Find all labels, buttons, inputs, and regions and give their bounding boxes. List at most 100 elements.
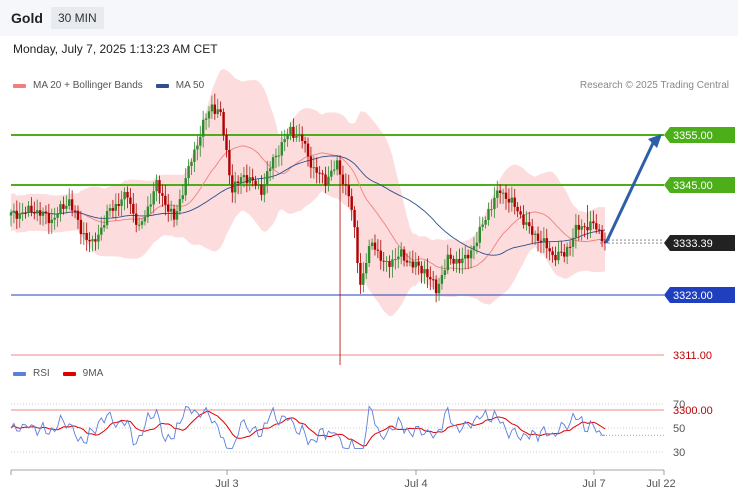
candle-body	[411, 261, 414, 268]
candle-body	[21, 212, 24, 214]
candle-body	[56, 213, 59, 218]
candle-body	[580, 226, 583, 230]
candle-body	[461, 258, 464, 264]
candle-body	[449, 254, 452, 259]
candle-body	[143, 217, 147, 222]
candle-body	[487, 209, 490, 220]
candle-body	[321, 173, 324, 175]
candle-body	[344, 184, 348, 186]
candle-body	[335, 160, 339, 170]
candle-body	[271, 157, 275, 169]
candle-body	[263, 184, 266, 195]
candle-body	[280, 142, 283, 156]
legend-swatch-ma20	[13, 83, 26, 88]
level-label-target: 3311.00	[673, 350, 712, 362]
candle-body	[388, 261, 391, 267]
candle-body	[539, 240, 543, 243]
candle-body	[531, 226, 534, 235]
instrument-title: Gold	[11, 10, 43, 26]
candle-body	[167, 204, 170, 212]
candle-body	[303, 141, 307, 144]
last-price-tag	[664, 235, 735, 252]
candle-body	[91, 239, 94, 242]
candle-body	[73, 210, 77, 212]
candle-body	[132, 203, 135, 214]
candle-body	[260, 184, 263, 195]
candle-body	[234, 181, 237, 193]
candle-body	[137, 224, 141, 226]
candle-body	[402, 249, 406, 261]
x-tick-label: Jul 3	[215, 478, 238, 490]
rsi-tick-label: 70	[673, 399, 685, 411]
candle-body	[341, 174, 345, 185]
candle-body	[571, 237, 575, 247]
candle-body	[190, 161, 193, 166]
candle-body	[554, 255, 557, 261]
candle-body	[108, 208, 112, 211]
candle-body	[204, 118, 208, 120]
candle-body	[356, 227, 359, 263]
rsi-tick-label: 50	[673, 423, 685, 435]
chart-header: Gold 30 MIN	[0, 0, 738, 36]
candle-body	[568, 246, 572, 248]
candle-body	[193, 149, 196, 162]
candle-body	[292, 126, 295, 138]
candle-body	[231, 175, 234, 193]
candle-body	[563, 252, 566, 257]
candle-body	[199, 136, 202, 146]
candle-body	[420, 265, 423, 274]
legend-swatch-9ma	[62, 371, 76, 376]
timeframe-badge[interactable]: 30 MIN	[51, 7, 104, 29]
candle-body	[30, 205, 33, 213]
key-levels	[11, 134, 664, 411]
candle-body	[161, 193, 164, 196]
candlesticks	[9, 93, 607, 365]
candle-body	[437, 283, 441, 294]
candle-body	[126, 192, 129, 198]
candle-body	[507, 198, 511, 203]
candle-body	[50, 219, 53, 224]
candle-body	[365, 263, 368, 274]
candle-body	[551, 251, 554, 256]
candle-body	[501, 192, 505, 194]
candle-body	[318, 172, 321, 174]
candle-body	[443, 270, 447, 275]
candle-body	[181, 195, 184, 200]
candle-body	[289, 126, 292, 135]
candle-body	[417, 261, 420, 266]
candle-body	[164, 195, 167, 205]
candle-body	[158, 180, 161, 194]
candle-body	[516, 206, 519, 212]
candle-body	[522, 214, 525, 225]
candle-body	[184, 178, 187, 196]
candle-body	[513, 197, 516, 207]
level-label-resistance: 3345.00	[673, 180, 713, 192]
bollinger-bands	[11, 68, 605, 317]
candle-body	[312, 167, 315, 169]
candle-body	[472, 246, 476, 251]
candle-body	[70, 199, 74, 211]
candle-body	[499, 190, 502, 193]
candle-body	[333, 169, 336, 171]
candle-body	[152, 191, 155, 205]
legend-swatch-ma50	[155, 83, 169, 88]
candle-body	[542, 238, 546, 243]
candle-body	[123, 192, 126, 200]
candle-body	[268, 168, 272, 171]
candle-body	[76, 210, 80, 220]
level-label-support: 3323.00	[673, 290, 713, 302]
rsi-panel: 70 50 30	[10, 399, 685, 459]
candle-body	[196, 145, 199, 150]
legend-label-9ma: 9MA	[82, 368, 104, 379]
candle-body	[68, 199, 71, 206]
candle-body	[248, 177, 251, 184]
candle-body	[536, 233, 540, 241]
candle-body	[85, 233, 88, 240]
legend-label-ma50: MA 50	[175, 80, 205, 91]
candle-body	[446, 254, 449, 271]
candle-body	[452, 258, 455, 264]
candle-body	[62, 204, 65, 209]
candle-body	[65, 205, 68, 209]
candle-body	[169, 208, 173, 212]
